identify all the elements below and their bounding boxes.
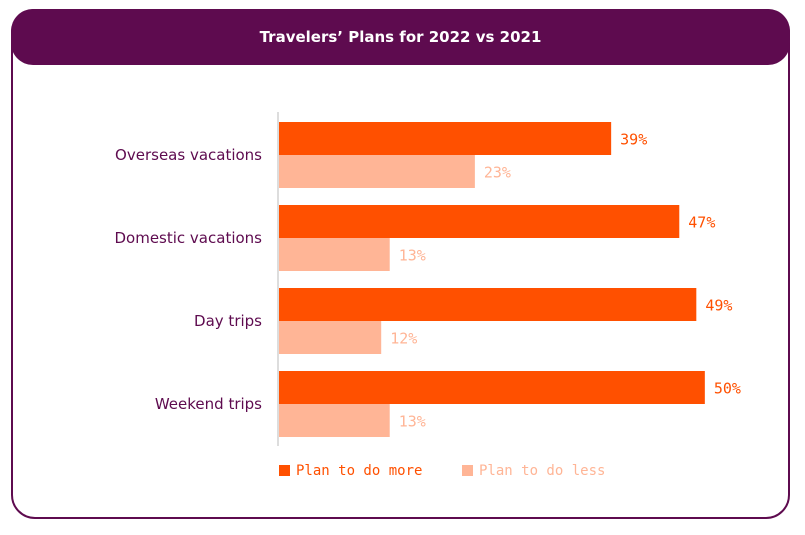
data-label: 47% bbox=[688, 214, 715, 232]
legend-swatch bbox=[462, 465, 473, 476]
category-label: Weekend trips bbox=[155, 395, 262, 413]
chart-card bbox=[11, 9, 790, 519]
legend-label: Plan to do less bbox=[479, 463, 605, 479]
bar-plan-less bbox=[279, 404, 390, 437]
chart-header: Travelers’ Plans for 2022 vs 2021 bbox=[11, 9, 790, 65]
chart-title: Travelers’ Plans for 2022 vs 2021 bbox=[259, 28, 542, 46]
bar-plan-less bbox=[279, 238, 390, 271]
bar-plan-less bbox=[279, 155, 475, 188]
bar-plan-more bbox=[279, 371, 705, 404]
category-label: Overseas vacations bbox=[115, 146, 262, 164]
bar-plan-more bbox=[279, 288, 697, 321]
data-label: 12% bbox=[390, 330, 417, 348]
bar-plan-more bbox=[279, 122, 612, 155]
data-label: 49% bbox=[705, 297, 732, 315]
bar-plan-less bbox=[279, 321, 382, 354]
data-label: 13% bbox=[399, 413, 426, 431]
data-label: 50% bbox=[714, 380, 741, 398]
data-label: 39% bbox=[620, 131, 647, 149]
legend-swatch bbox=[279, 465, 290, 476]
legend-label: Plan to do more bbox=[296, 463, 422, 479]
bar-plan-more bbox=[279, 205, 680, 238]
category-label: Domestic vacations bbox=[114, 229, 262, 247]
data-label: 13% bbox=[399, 247, 426, 265]
category-label: Day trips bbox=[194, 312, 262, 330]
data-label: 23% bbox=[484, 164, 511, 182]
